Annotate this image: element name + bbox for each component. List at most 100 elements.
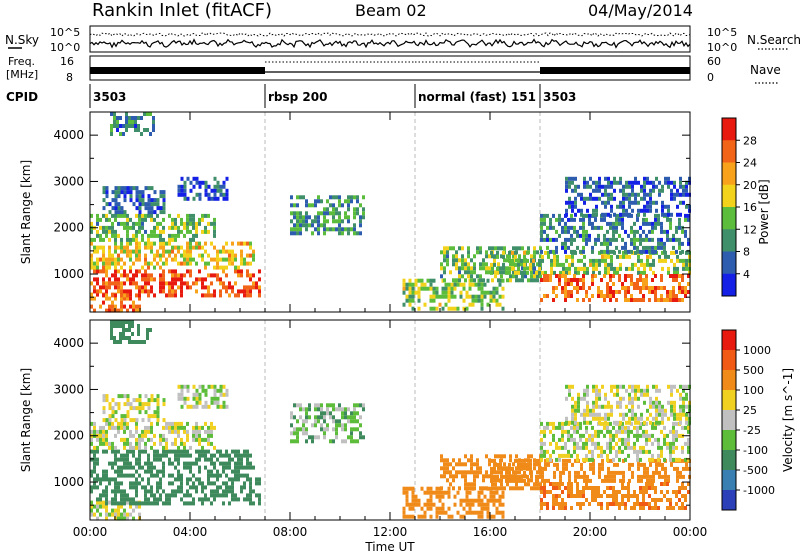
echo-cell: [561, 482, 564, 486]
echo-cell: [171, 233, 174, 238]
echo-cell: [473, 474, 476, 479]
echo-cell: [105, 516, 108, 521]
echo-cell: [117, 485, 120, 490]
echo-cell: [152, 128, 155, 132]
echo-cell: [153, 277, 156, 282]
echo-cell: [573, 429, 576, 434]
echo-cell: [116, 340, 119, 344]
echo-cell: [440, 454, 443, 459]
echo-cell: [598, 420, 601, 425]
echo-cell: [353, 407, 356, 412]
echo-cell: [192, 384, 196, 389]
echo-cell: [651, 249, 654, 254]
echo-cell: [642, 445, 645, 450]
echo-cell: [96, 213, 99, 218]
echo-cell: [174, 245, 177, 250]
echo-cell: [505, 266, 508, 271]
echo-cell: [423, 302, 427, 307]
echo-cell: [114, 457, 117, 462]
echo-cell: [579, 425, 582, 430]
echo-cell: [147, 273, 150, 278]
echo-cell: [552, 421, 555, 426]
echo-cell: [423, 514, 427, 519]
echo-cell: [162, 289, 165, 294]
echo-cell: [186, 465, 189, 470]
echo-cell: [129, 418, 133, 423]
echo-cell: [619, 470, 622, 475]
echo-cell: [601, 258, 604, 263]
echo-cell: [607, 192, 610, 197]
echo-cell: [308, 435, 311, 440]
echo-cell: [649, 400, 652, 405]
echo-cell: [435, 494, 439, 499]
echo-cell: [465, 294, 469, 299]
echo-cell: [643, 262, 646, 267]
echo-cell: [119, 332, 122, 336]
echo-cell: [485, 486, 488, 491]
echo-cell: [213, 257, 216, 262]
echo-cell: [111, 497, 114, 502]
echo-cell: [648, 437, 651, 442]
echo-cell: [177, 233, 180, 238]
echo-cell: [408, 302, 412, 307]
echo-cell: [140, 116, 143, 120]
echo-cell: [129, 296, 132, 301]
echo-cell: [571, 262, 574, 267]
echo-cell: [132, 225, 135, 230]
echo-cell: [660, 453, 663, 458]
echo-cell: [222, 196, 226, 201]
echo-cell: [657, 241, 660, 246]
echo-cell: [119, 132, 122, 136]
echo-cell: [111, 304, 114, 309]
echo-cell: [114, 469, 117, 474]
echo-cell: [90, 457, 93, 462]
echo-cell: [195, 437, 198, 442]
echo-cell: [246, 461, 249, 466]
echo-cell: [610, 412, 613, 417]
echo-cell: [186, 449, 189, 454]
echo-cell: [609, 225, 612, 230]
echo-cell: [201, 404, 205, 409]
echo-cell: [326, 219, 329, 224]
echo-cell: [464, 278, 467, 283]
echo-cell: [642, 490, 645, 494]
echo-cell: [129, 249, 132, 254]
echo-cell: [305, 223, 308, 228]
echo-cell: [302, 219, 305, 224]
echo-cell: [207, 253, 210, 258]
echo-cell: [186, 285, 189, 290]
echo-cell: [305, 407, 308, 412]
echo-cell: [138, 249, 141, 254]
echo-cell: [123, 190, 127, 195]
echo-cell: [464, 262, 467, 267]
echo-cell: [137, 324, 140, 328]
echo-cell: [171, 277, 174, 282]
echo-cell: [571, 416, 574, 421]
echo-cell: [131, 124, 134, 128]
echo-cell: [597, 429, 600, 434]
echo-cell: [666, 294, 669, 298]
echo-cell: [108, 425, 111, 430]
echo-cell: [168, 237, 171, 242]
colorbar-swatch: [722, 430, 736, 451]
echo-cell: [135, 281, 138, 286]
echo-cell: [598, 270, 601, 275]
freq-label-line2: [MHz]: [6, 68, 38, 81]
echo-cell: [126, 441, 129, 446]
echo-cell: [645, 421, 648, 426]
echo-cell: [326, 411, 329, 416]
echo-cell: [195, 233, 198, 238]
echo-cell: [210, 461, 213, 466]
echo-cell: [661, 258, 664, 263]
echo-cell: [138, 296, 141, 301]
echo-cell: [201, 481, 204, 486]
echo-cell: [461, 462, 464, 467]
echo-cell: [639, 233, 642, 238]
echo-cell: [198, 477, 201, 482]
echo-cell: [171, 273, 174, 278]
echo-cell: [631, 470, 634, 475]
echo-cell: [570, 294, 573, 298]
echo-cell: [679, 420, 682, 425]
echo-cell: [625, 212, 628, 217]
echo-cell: [122, 124, 125, 128]
